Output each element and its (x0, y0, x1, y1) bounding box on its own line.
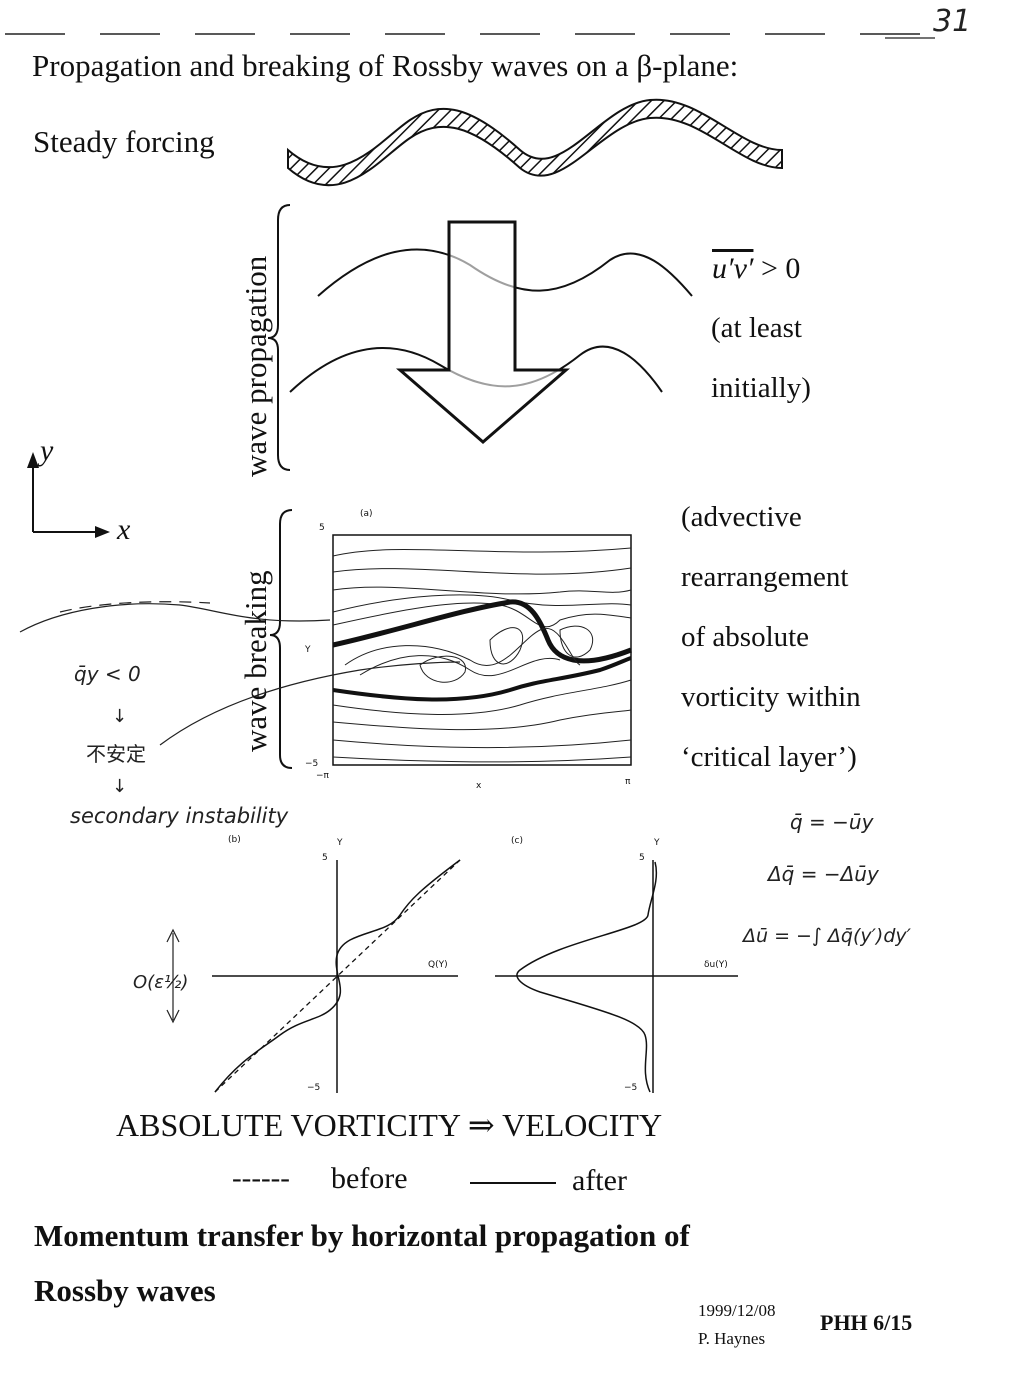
panel-c-y-label: Y (654, 838, 660, 848)
legend-before-dash: ------ (232, 1162, 290, 1194)
panel-b-curve-label: Q(Y) (428, 960, 448, 970)
panel-c-tag: (c) (511, 836, 523, 846)
panel-c-curve-label: δu(Y) (704, 960, 728, 970)
panel-c-plot (495, 860, 738, 1093)
panel-b-tag: (b) (228, 835, 241, 845)
flux-relation: > 0 (753, 252, 801, 285)
y-axis-label: y (40, 434, 54, 467)
footer-date: 1999/12/08 (698, 1301, 776, 1320)
vorticity-velocity-label: ABSOLUTE VORTICITY ⇒ VELOCITY (116, 1107, 663, 1143)
order-bracket (166, 928, 180, 1024)
propagation-arrow (395, 220, 571, 444)
footer-author: P. Haynes (698, 1329, 766, 1348)
footer-code: PHH 6/15 (820, 1310, 913, 1335)
handwritten-eq-1: q̄ = −ūy (790, 810, 874, 834)
legend-after-label: after (572, 1164, 627, 1197)
panel-c-y-top: 5 (639, 853, 645, 863)
breaking-note-5: ‘critical layer’) (681, 741, 857, 773)
panel-a-y-label: Y (305, 645, 311, 655)
breaking-note-4: vorticity within (681, 681, 861, 713)
handwritten-qy: q̄y < 0 (74, 662, 141, 686)
panel-a-x-mid: x (476, 781, 482, 791)
handwritten-order: O(ε½) (133, 972, 189, 993)
bottom-title-line-2: Rossby waves (34, 1273, 216, 1308)
forcing-label: Steady forcing (33, 124, 215, 159)
panel-c-y-bottom: −5 (624, 1083, 638, 1093)
handwritten-arrow-2: ↓ (112, 776, 128, 797)
flux-note-1: (at least (711, 312, 802, 344)
breaking-brace (269, 509, 293, 769)
panel-a-y-top: 5 (319, 523, 325, 533)
panel-a-contours (332, 534, 632, 766)
panel-b-y-label: Y (337, 838, 343, 848)
panel-b-y-top: 5 (322, 853, 328, 863)
forcing-wave (287, 98, 783, 187)
handwritten-arrow-1: ↓ (112, 706, 128, 727)
flux-note-2: initially) (711, 372, 811, 404)
breaking-note-3: of absolute (681, 621, 810, 653)
handwritten-eq-3: Δū = −∫ Δq̄(y′)dy′ (743, 925, 911, 947)
panel-a-x-right: π (625, 777, 631, 787)
panel-a-tag: (a) (360, 509, 373, 519)
handwritten-kanji: 不安定 (86, 742, 146, 766)
page-number: 31 (933, 4, 972, 39)
panel-b-plot (212, 859, 461, 1093)
handwritten-secondary-instability: secondary instability (70, 804, 289, 828)
annotation-curve-lower (159, 661, 461, 746)
panel-a-x-left: −π (316, 771, 329, 781)
x-axis-label: x (117, 513, 131, 546)
propagation-brace (267, 204, 291, 471)
wave-propagation-label: wave propagation (238, 255, 273, 477)
wave-breaking-label: wave breaking (238, 570, 273, 752)
flux-expression: u′v′ > 0 (712, 252, 800, 286)
flux-term: u′v′ (712, 252, 754, 285)
wave-line-upper (317, 248, 693, 297)
breaking-note-1: (advective (681, 501, 802, 533)
annotation-curve-upper (19, 603, 331, 633)
bottom-title-line-1: Momentum transfer by horizontal propagat… (34, 1218, 690, 1253)
xy-axes (27, 452, 110, 538)
annotation-dash-upper (59, 601, 211, 613)
legend-before-label: before (331, 1162, 408, 1195)
panel-b-y-bottom: −5 (307, 1083, 321, 1093)
page-title: Propagation and breaking of Rossby waves… (32, 48, 739, 83)
breaking-note-2: rearrangement (681, 561, 849, 593)
panel-a-y-bottom: −5 (305, 759, 319, 769)
handwritten-eq-2: Δq̄ = −Δūy (768, 862, 879, 886)
